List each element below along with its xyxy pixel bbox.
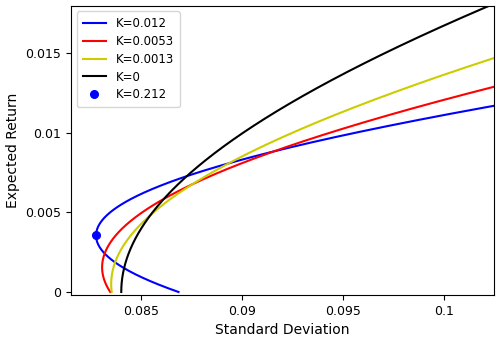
Y-axis label: Expected Return: Expected Return xyxy=(6,93,20,208)
Legend: K=0.012, K=0.0053, K=0.0013, K=0, K=0.212: K=0.012, K=0.0053, K=0.0013, K=0, K=0.21… xyxy=(76,11,180,107)
X-axis label: Standard Deviation: Standard Deviation xyxy=(216,323,350,338)
